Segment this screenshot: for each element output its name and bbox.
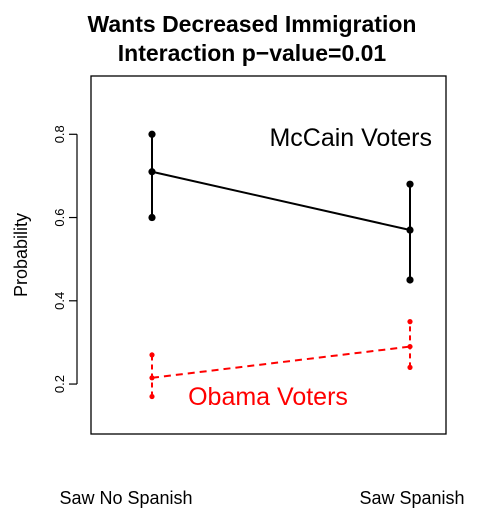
y-tick-label: 0.6 xyxy=(52,208,67,226)
plot-frame xyxy=(90,75,447,435)
data-point-obama-voters xyxy=(149,375,155,381)
series-layer xyxy=(148,130,414,400)
y-tick-label: 0.4 xyxy=(52,292,67,310)
y-tick-label: 0.2 xyxy=(52,375,67,393)
x-category-label: Saw No Spanish xyxy=(59,488,192,508)
y-axis-ticks: 0.2 0.4 0.6 0.8 xyxy=(52,125,77,393)
error-bar-upper-point xyxy=(148,130,156,138)
error-bar-upper-point xyxy=(406,180,414,188)
data-point-mccain-voters xyxy=(406,226,414,234)
error-bar-lower-point xyxy=(149,393,155,400)
error-bar-upper-point xyxy=(407,319,413,325)
y-tick-label: 0.8 xyxy=(52,125,67,143)
series-line-obama-voters xyxy=(151,345,411,379)
error-bar-lower-point xyxy=(407,364,413,370)
chart-title: Wants Decreased Immigration xyxy=(88,11,417,37)
series-line-mccain-voters xyxy=(151,170,411,231)
error-bar-upper-point xyxy=(149,352,155,358)
series-label-mccain: McCain Voters xyxy=(269,124,432,152)
error-bar-lower-point xyxy=(406,276,414,284)
data-point-obama-voters xyxy=(407,343,413,350)
series-label-obama: Obama Voters xyxy=(188,383,348,411)
error-bar-lower-point xyxy=(148,213,156,222)
y-axis-label: Probability xyxy=(11,213,31,297)
chart-subtitle: Interaction p−value=0.01 xyxy=(118,40,387,66)
x-category-label: Saw Spanish xyxy=(359,488,464,508)
data-point-mccain-voters xyxy=(148,168,156,176)
